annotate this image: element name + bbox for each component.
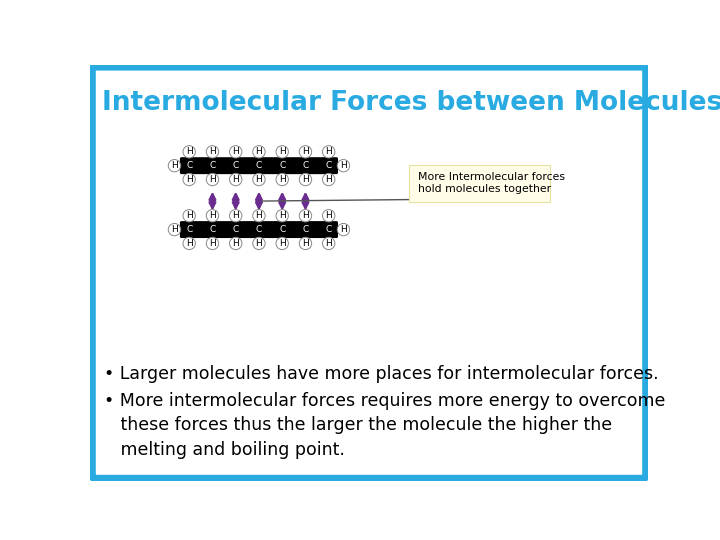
Text: C: C: [325, 225, 332, 234]
Text: H: H: [302, 175, 309, 184]
Text: C: C: [256, 161, 262, 170]
Text: H: H: [171, 161, 178, 170]
Circle shape: [276, 237, 289, 249]
Text: H: H: [233, 175, 239, 184]
Circle shape: [183, 210, 195, 222]
Text: More Intermolecular forces: More Intermolecular forces: [418, 172, 564, 182]
Text: C: C: [302, 225, 309, 234]
Text: H: H: [256, 211, 262, 220]
Circle shape: [206, 210, 219, 222]
Circle shape: [323, 210, 335, 222]
Text: H: H: [325, 239, 332, 248]
Circle shape: [276, 146, 289, 158]
Text: C: C: [256, 225, 262, 234]
Circle shape: [337, 159, 350, 172]
Text: H: H: [233, 147, 239, 156]
FancyBboxPatch shape: [180, 157, 338, 174]
Circle shape: [300, 146, 312, 158]
FancyBboxPatch shape: [180, 221, 338, 238]
Circle shape: [276, 210, 289, 222]
Text: C: C: [302, 161, 309, 170]
Text: H: H: [340, 225, 347, 234]
Text: H: H: [256, 175, 262, 184]
Text: H: H: [186, 239, 192, 248]
Text: C: C: [210, 161, 215, 170]
Text: H: H: [279, 239, 286, 248]
Circle shape: [323, 146, 335, 158]
Circle shape: [323, 237, 335, 249]
Text: H: H: [209, 147, 216, 156]
Circle shape: [253, 210, 265, 222]
Text: H: H: [186, 147, 192, 156]
Text: H: H: [171, 225, 178, 234]
Text: H: H: [209, 211, 216, 220]
Text: • Larger molecules have more places for intermolecular forces.: • Larger molecules have more places for …: [104, 365, 659, 383]
Circle shape: [300, 210, 312, 222]
FancyBboxPatch shape: [92, 67, 646, 478]
Circle shape: [276, 173, 289, 186]
Text: H: H: [233, 211, 239, 220]
Text: Intermolecular Forces between Molecules: Intermolecular Forces between Molecules: [102, 90, 720, 116]
Text: C: C: [279, 161, 285, 170]
Text: C: C: [186, 225, 192, 234]
Text: H: H: [209, 239, 216, 248]
Text: hold molecules together: hold molecules together: [418, 184, 551, 194]
Text: H: H: [256, 147, 262, 156]
Text: H: H: [186, 175, 192, 184]
Circle shape: [183, 146, 195, 158]
Text: H: H: [325, 175, 332, 184]
Circle shape: [253, 146, 265, 158]
Circle shape: [168, 224, 181, 236]
Text: H: H: [325, 147, 332, 156]
Text: H: H: [279, 147, 286, 156]
Text: H: H: [279, 211, 286, 220]
Circle shape: [337, 224, 350, 236]
FancyBboxPatch shape: [409, 165, 549, 202]
Text: C: C: [233, 225, 239, 234]
Text: • More intermolecular forces requires more energy to overcome
   these forces th: • More intermolecular forces requires mo…: [104, 392, 665, 458]
Circle shape: [206, 237, 219, 249]
Text: H: H: [325, 211, 332, 220]
Circle shape: [183, 237, 195, 249]
Text: H: H: [340, 161, 347, 170]
Circle shape: [253, 237, 265, 249]
Circle shape: [183, 173, 195, 186]
Text: H: H: [186, 211, 192, 220]
Circle shape: [230, 237, 242, 249]
Circle shape: [230, 146, 242, 158]
Text: H: H: [233, 239, 239, 248]
Text: C: C: [279, 225, 285, 234]
Text: C: C: [233, 161, 239, 170]
Text: H: H: [302, 211, 309, 220]
Text: H: H: [302, 239, 309, 248]
Circle shape: [206, 173, 219, 186]
Text: H: H: [279, 175, 286, 184]
Circle shape: [300, 237, 312, 249]
Circle shape: [206, 146, 219, 158]
Circle shape: [253, 173, 265, 186]
Text: C: C: [325, 161, 332, 170]
Text: C: C: [210, 225, 215, 234]
Text: C: C: [186, 161, 192, 170]
Circle shape: [323, 173, 335, 186]
Text: H: H: [302, 147, 309, 156]
Circle shape: [230, 210, 242, 222]
Circle shape: [168, 159, 181, 172]
Circle shape: [230, 173, 242, 186]
Circle shape: [300, 173, 312, 186]
Text: H: H: [209, 175, 216, 184]
Text: H: H: [256, 239, 262, 248]
